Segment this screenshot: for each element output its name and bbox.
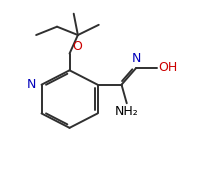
Text: NH₂: NH₂ <box>115 105 139 119</box>
Text: N: N <box>131 52 141 65</box>
Text: O: O <box>72 40 82 53</box>
Text: OH: OH <box>159 62 178 74</box>
Text: N: N <box>27 78 36 91</box>
